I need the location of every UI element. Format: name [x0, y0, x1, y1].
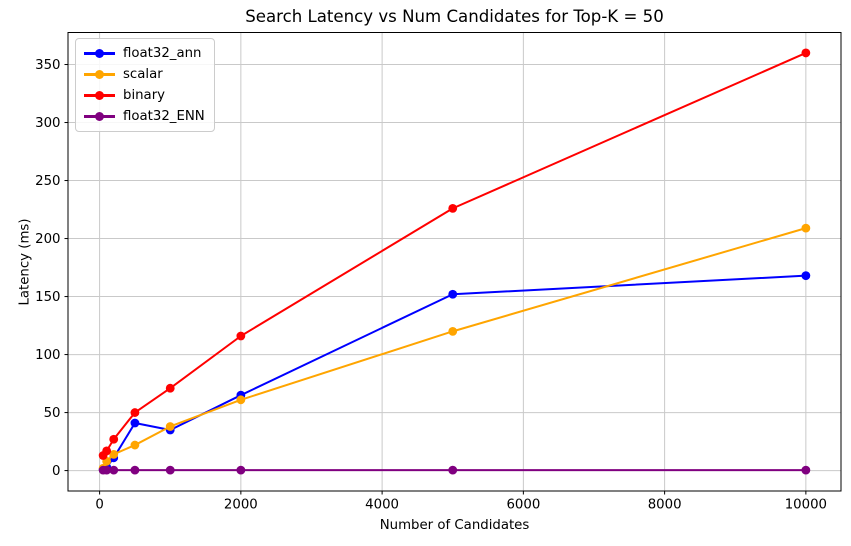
data-point [236, 465, 246, 475]
legend-marker-dot [95, 48, 104, 58]
data-point [448, 289, 458, 299]
data-point [130, 418, 140, 428]
x-axis-label: Number of Candidates [379, 518, 530, 533]
data-point [102, 446, 112, 456]
legend-line-sample [84, 90, 115, 100]
legend-label: binary [123, 88, 166, 103]
y-tick-label: 0 [52, 464, 60, 479]
y-tick-label: 250 [35, 174, 60, 189]
data-point [165, 422, 175, 431]
legend-line-sample [84, 111, 115, 121]
legend-label: float32_ann [123, 46, 202, 61]
y-tick-label: 50 [44, 406, 61, 421]
data-point [130, 408, 140, 417]
data-point [801, 223, 811, 233]
series-binary [98, 48, 811, 460]
series-line [102, 227, 807, 469]
series-line [102, 274, 806, 471]
legend-item-binary: binary [84, 87, 205, 104]
data-point [109, 449, 119, 459]
legend-item-float32_ENN: float32_ENN [84, 108, 205, 125]
series-scalar [98, 223, 811, 473]
data-point [801, 48, 811, 58]
legend-item-float32_ann: float32_ann [84, 45, 205, 62]
axis-ticks: 0 2000 4000 6000 8000 10000 0 50 100 150 200 250 300… [35, 58, 827, 512]
legend-marker-dot [95, 90, 104, 100]
legend-line-sample [84, 69, 115, 79]
y-tick-label: 200 [35, 232, 60, 247]
data-point [801, 271, 811, 281]
axes-spines [67, 32, 842, 492]
legend-line-sample [84, 48, 115, 58]
data-point [130, 440, 140, 450]
y-tick-label: 300 [35, 116, 60, 131]
data-point [109, 434, 119, 444]
legend-marker-dot [95, 111, 104, 121]
data-point [109, 465, 119, 475]
x-tick-label: 0 [95, 498, 103, 513]
data-point [130, 465, 140, 475]
series-float32_ENN [98, 465, 811, 475]
data-point [448, 326, 458, 336]
data-point [102, 465, 112, 475]
data-point [165, 465, 175, 475]
data-point [448, 465, 458, 475]
x-tick-label: 6000 [506, 498, 540, 513]
data-point [236, 331, 246, 341]
legend-item-scalar: scalar [84, 66, 205, 83]
data-point [801, 465, 811, 475]
data-point [236, 395, 246, 405]
x-tick-label: 10000 [785, 498, 827, 513]
x-tick-label: 8000 [648, 498, 682, 513]
y-tick-label: 100 [35, 348, 60, 363]
y-tick-label: 150 [35, 290, 60, 305]
series-float32_ann [98, 271, 811, 474]
data-point [448, 203, 458, 213]
x-tick-label: 4000 [365, 498, 399, 513]
legend-marker-dot [95, 69, 104, 79]
x-tick-label: 2000 [224, 498, 258, 513]
data-point [165, 383, 175, 393]
legend-label: scalar [123, 67, 163, 82]
chart-title: Search Latency vs Num Candidates for Top… [245, 7, 664, 26]
y-tick-label: 350 [35, 58, 60, 73]
legend-label: float32_ENN [123, 109, 205, 124]
